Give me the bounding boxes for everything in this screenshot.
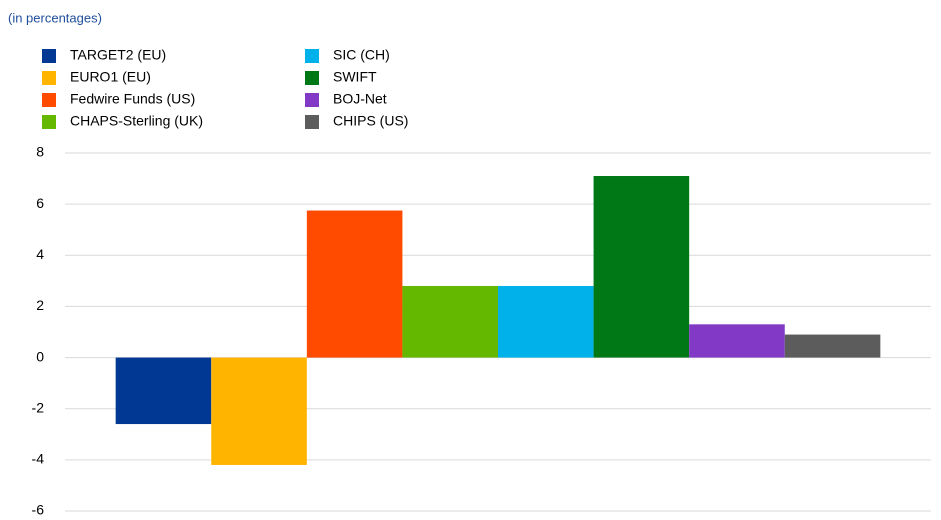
legend-swatch — [305, 93, 319, 107]
bar — [498, 285, 594, 358]
bar — [306, 210, 403, 358]
bar — [689, 324, 785, 358]
legend-label: Fedwire Funds (US) — [70, 91, 195, 107]
legend-label: CHAPS-Sterling (UK) — [70, 113, 203, 129]
y-tick-label: 4 — [36, 246, 44, 262]
legend-label: EURO1 (EU) — [70, 69, 151, 85]
bar — [115, 357, 212, 425]
y-tick-label: -4 — [32, 451, 45, 467]
legend-swatch — [42, 49, 56, 63]
legend-label: SIC (CH) — [333, 47, 390, 63]
legend-swatch — [42, 93, 56, 107]
bar — [402, 285, 498, 358]
y-tick-label: -2 — [32, 399, 45, 415]
legend-label: CHIPS (US) — [333, 113, 408, 129]
chart-subtitle: (in percentages) — [8, 10, 102, 25]
bar — [784, 334, 881, 358]
legend-label: TARGET2 (EU) — [70, 47, 166, 63]
y-tick-label: 2 — [36, 297, 44, 313]
y-tick-label: 0 — [36, 348, 44, 364]
legend-label: BOJ-Net — [333, 91, 387, 107]
legend-swatch — [305, 115, 319, 129]
legend-label: SWIFT — [333, 69, 377, 85]
y-tick-label: -6 — [32, 502, 45, 518]
legend-swatch — [42, 71, 56, 85]
bar — [593, 176, 690, 358]
legend-swatch — [305, 71, 319, 85]
y-tick-label: 8 — [36, 144, 44, 160]
bar — [211, 357, 307, 465]
legend-swatch — [42, 115, 56, 129]
y-tick-label: 6 — [36, 195, 44, 211]
legend-swatch — [305, 49, 319, 63]
